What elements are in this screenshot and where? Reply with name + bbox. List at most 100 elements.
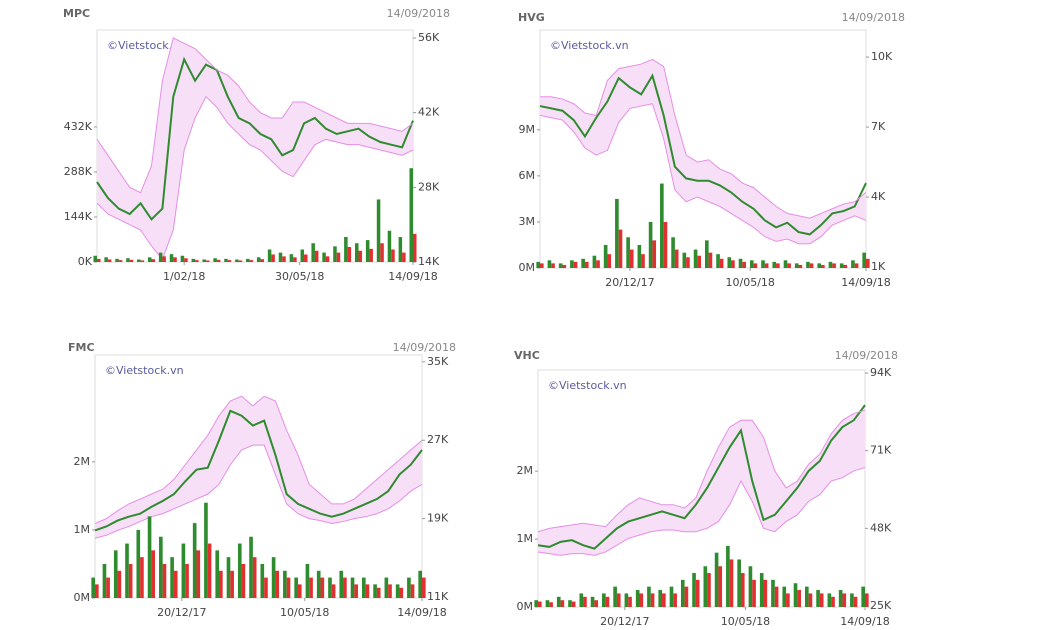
price-line — [539, 73, 867, 236]
volume-bar — [191, 258, 196, 262]
volume-bar — [682, 252, 687, 268]
band-line — [96, 95, 414, 261]
volume-bar — [224, 258, 228, 262]
volume-bar — [536, 261, 540, 268]
volume-bar — [365, 240, 370, 262]
volume-bar — [545, 600, 550, 607]
volume-bar — [140, 260, 145, 262]
volume-bar — [764, 263, 769, 268]
y2-tick-label: 11K — [427, 590, 449, 603]
volume-bar — [350, 577, 355, 598]
volume-bar — [626, 237, 630, 268]
volume-bar — [759, 573, 764, 607]
volume-bar — [731, 260, 735, 268]
y-tick-label: 2M — [517, 464, 534, 477]
volume-bar — [562, 264, 567, 268]
volume-bar — [692, 573, 696, 607]
x-tick-label: 30/05/18 — [275, 270, 324, 283]
volume-bar — [333, 246, 337, 262]
y2-tick-label: 4K — [871, 190, 886, 203]
volume-bar — [786, 593, 790, 607]
volume-bar — [249, 260, 254, 262]
y2-tick-label: 28K — [418, 180, 440, 193]
volume-bar — [726, 545, 730, 607]
volume-bar — [639, 593, 644, 607]
volume-bar — [151, 259, 155, 262]
volume-bar — [162, 256, 166, 262]
volume-bar — [409, 168, 413, 262]
volume-bar — [358, 250, 363, 262]
volume-bar — [106, 577, 110, 598]
volume-bar — [376, 199, 381, 262]
y-tick-label: 1M — [74, 523, 91, 536]
volume-bar — [570, 260, 574, 268]
x-tick-label: 14/09/18 — [840, 615, 889, 628]
volume-bar — [216, 259, 221, 262]
volume-bar — [851, 260, 855, 268]
y-tick-label: 6M — [519, 169, 536, 182]
volume-bar — [534, 600, 538, 607]
x-tick-label: 10/05/18 — [280, 606, 329, 619]
volume-bar — [607, 254, 612, 268]
x-tick-label: 14/09/18 — [841, 276, 890, 289]
chart-title: VHC — [514, 349, 540, 362]
volume-bar — [729, 559, 734, 607]
chart-date: 14/09/2018 — [835, 349, 898, 362]
volume-bar — [662, 593, 666, 607]
volume-bar — [249, 536, 253, 598]
volume-bar — [282, 256, 286, 262]
volume-bar — [652, 240, 657, 268]
y2-tick-label: 35K — [427, 355, 449, 368]
volume-bar — [776, 263, 780, 268]
volume-bar — [185, 563, 189, 598]
volume-bar — [658, 590, 663, 607]
volume-bar — [115, 258, 119, 262]
volume-bar — [707, 573, 711, 607]
volume-bar — [774, 586, 779, 607]
volume-bar — [797, 590, 801, 607]
x-tick-label: 20/12/17 — [157, 606, 206, 619]
volume-bar — [347, 246, 352, 262]
volume-bar — [637, 244, 642, 268]
price-line — [537, 404, 866, 550]
watermark: ©Vietstock.vn — [107, 39, 186, 52]
volume-bar — [184, 258, 188, 262]
volume-bar — [286, 577, 291, 598]
volume-bar — [93, 255, 97, 262]
volume-bar — [213, 258, 217, 262]
volume-bar — [568, 600, 572, 607]
volume-bar — [839, 263, 844, 268]
volume-bar — [118, 260, 123, 262]
volume-bar — [749, 260, 754, 268]
y-tick-label: 288K — [64, 165, 93, 178]
price-line — [94, 409, 423, 532]
volume-bar — [660, 183, 664, 268]
volume-bar — [806, 261, 810, 268]
volume-bar — [339, 570, 344, 598]
volume-bar — [238, 260, 243, 262]
x-tick-label: 20/12/17 — [605, 276, 654, 289]
volume-bar — [602, 593, 606, 607]
y-tick-label: 432K — [64, 120, 93, 133]
x-tick-label: 1/02/18 — [163, 270, 205, 283]
volume-bar — [136, 529, 141, 598]
volume-bar — [267, 249, 272, 262]
volume-bar — [260, 259, 264, 262]
x-tick-label: 10/05/18 — [721, 615, 770, 628]
volume-bar — [95, 584, 99, 598]
volume-bar — [195, 260, 199, 262]
volume-bar — [560, 600, 565, 607]
volume-bar — [271, 557, 276, 598]
volume-bar — [592, 255, 597, 268]
volume-bar — [842, 593, 847, 607]
volume-bar — [551, 263, 555, 268]
volume-bar — [344, 236, 348, 262]
volume-bar — [647, 586, 651, 607]
watermark: ©Vietstock.vn — [105, 364, 184, 377]
band-fill — [540, 59, 866, 244]
volume-bar — [219, 570, 223, 598]
volume-bar — [584, 261, 589, 268]
volume-bar — [305, 563, 310, 598]
volume-bar — [331, 584, 336, 598]
volume-bar — [616, 593, 621, 607]
